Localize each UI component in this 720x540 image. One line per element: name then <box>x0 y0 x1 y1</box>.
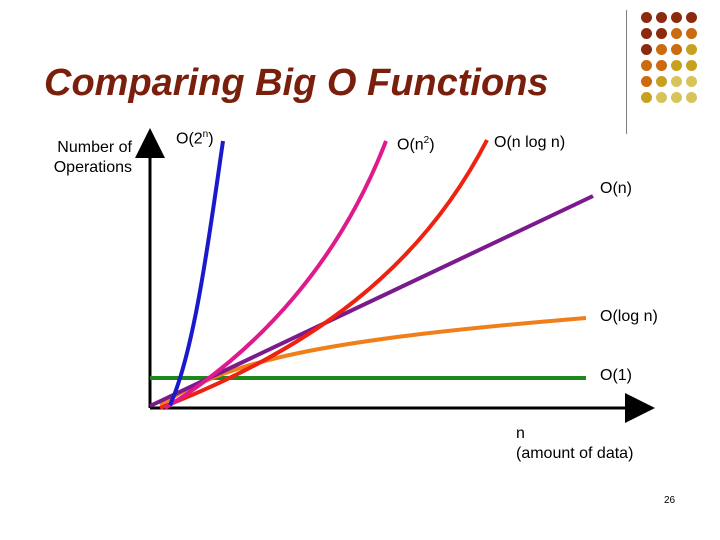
decorative-dot <box>671 92 682 103</box>
decorative-dot <box>656 60 667 71</box>
decorative-dot <box>671 28 682 39</box>
decorative-dot <box>641 12 652 23</box>
slide-title: Comparing Big O Functions <box>44 62 549 104</box>
decorative-dot <box>671 12 682 23</box>
decorative-dot <box>656 12 667 23</box>
decorative-dot <box>686 60 697 71</box>
decorative-dot <box>686 76 697 87</box>
curve-nlogn <box>159 139 489 410</box>
y-axis-label: Number of Operations <box>42 138 132 178</box>
label-linear: O(n) <box>600 180 632 197</box>
decorative-dot <box>641 44 652 55</box>
decorative-dot <box>671 60 682 71</box>
decorative-dot <box>686 28 697 39</box>
decorative-dot <box>641 76 652 87</box>
label-constant: O(1) <box>600 367 632 384</box>
label-nlogn: O(n log n) <box>494 134 566 151</box>
decorative-dot <box>671 44 682 55</box>
page-number: 26 <box>664 495 676 506</box>
curve-exponential <box>168 140 225 406</box>
curve-linear <box>149 194 594 408</box>
decorative-dot <box>686 92 697 103</box>
decorative-dot <box>641 92 652 103</box>
curve-quadratic <box>163 140 388 410</box>
decorative-dot <box>656 76 667 87</box>
label-log: O(log n) <box>600 308 658 325</box>
decorative-dot <box>656 28 667 39</box>
y-axis-label-line1: Number of <box>57 139 132 156</box>
decorative-dot <box>641 60 652 71</box>
x-axis-label-line2: (amount of data) <box>516 445 634 462</box>
y-axis-label-line2: Operations <box>53 159 132 176</box>
label-quadratic: O(n2) <box>397 135 435 154</box>
decorative-dot <box>686 44 697 55</box>
decorative-dot <box>641 28 652 39</box>
decorative-dot <box>686 12 697 23</box>
decorative-dot <box>656 92 667 103</box>
x-axis-label: n (amount of data) <box>516 424 633 464</box>
curve-log <box>158 316 587 407</box>
header-divider <box>626 10 627 134</box>
decorative-dot <box>671 76 682 87</box>
x-axis-label-line1: n <box>516 425 525 442</box>
label-exponential: O(2n) <box>176 129 214 148</box>
decorative-dot <box>656 44 667 55</box>
